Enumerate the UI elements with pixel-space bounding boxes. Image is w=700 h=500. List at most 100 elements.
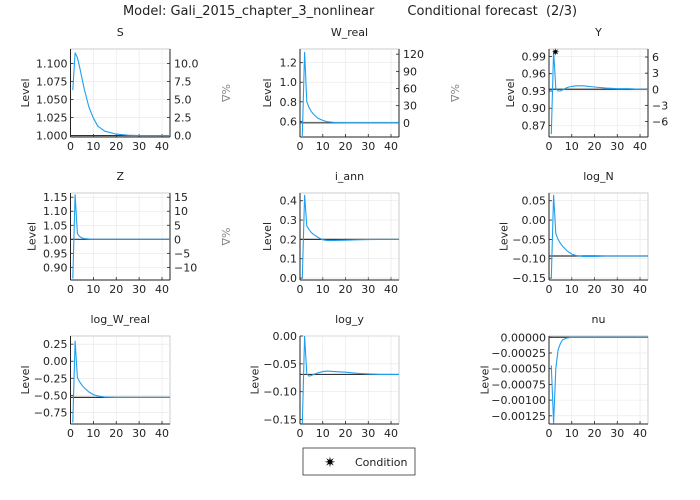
y-tick-label: −0.00125 [491,410,546,423]
x-tick-label: 0 [546,140,553,153]
x-tick-label: 20 [339,427,353,440]
condition-marker-star-icon: ✷ [551,48,559,59]
plot-area [548,335,649,425]
legend-label: Condition [355,456,408,469]
panel-log-w-real: 0 10 20 30 40 −0.75 −0.50 −0.25 0.00 0.25 log_W_re… [19,313,171,440]
y-tick-label: 0.00000 [501,331,547,344]
y-tick-label: 0.90 [43,261,68,274]
y-tick-label: −0.05 [512,233,546,246]
panel-title: i_ann [335,170,364,183]
x-tick-label: 0 [546,283,553,296]
right-axis-label: %Δ [219,228,232,246]
x-tick-label: 10 [316,283,330,296]
forecast-line [72,340,170,423]
panel-title: Z [116,170,124,183]
legend: ✷ Condition [302,447,416,476]
y-tick-label: 1.2 [280,57,298,70]
y-tick-label: 1.05 [43,219,68,232]
x-tick-label: 20 [588,140,602,153]
y-tick-label: −0.10 [512,253,546,266]
x-tick-label: 20 [588,283,602,296]
x-tick-label: 0 [297,427,304,440]
y-axis-label: Level [261,78,274,107]
right-tick-label: 2.5 [174,112,192,125]
y-tick-label: 0.0 [280,272,298,285]
y-axis-label: Level [479,365,492,394]
x-tick-label: 30 [361,427,375,440]
y-tick-label: 0.99 [522,50,547,63]
y-tick-label: 0.05 [522,195,547,208]
x-tick-label: 0 [297,140,304,153]
y-tick-label: 1.15 [43,191,68,204]
x-tick-label: 0 [67,427,74,440]
y-tick-label: −0.00025 [491,347,546,360]
panel-w-real: 0 10 20 30 40 0.6 0.8 1.0 1.2 0 30 60 90 120 %Δ W_real L… [261,26,461,153]
x-tick-label: 40 [155,140,169,153]
x-tick-label: 10 [86,427,100,440]
right-tick-label: 10 [174,205,188,218]
panel-title: Y [594,26,602,39]
x-tick-label: 30 [610,140,624,153]
forecast-line [550,336,648,424]
right-tick-label: 15 [174,191,188,204]
x-tick-label: 40 [384,140,398,153]
plot-area [70,335,171,425]
x-tick-label: 0 [67,140,74,153]
forecast-line [72,52,170,137]
y-tick-label: 0.8 [280,96,298,109]
y-tick-label: 1.0 [280,76,298,89]
y-tick-label: −0.00050 [491,363,546,376]
x-tick-label: 40 [384,283,398,296]
y-tick-label: 1.00 [43,233,68,246]
x-tick-label: 10 [86,140,100,153]
y-tick-label: 1.10 [43,205,68,218]
right-tick-label: −5 [174,247,190,260]
y-tick-label: −0.75 [34,406,68,419]
y-tick-label: −0.15 [263,414,297,427]
panel-title: log_N [583,170,614,183]
y-tick-label: −0.15 [512,272,546,285]
x-tick-label: 20 [109,140,123,153]
right-tick-label: 10.0 [174,57,199,70]
panel-log-n: 0 10 20 30 40 −0.15 −0.10 −0.05 0.00 0.05 log_N Lev… [498,170,649,296]
right-axis-label: %Δ [448,84,461,102]
x-tick-label: 20 [339,140,353,153]
x-tick-label: 30 [132,140,146,153]
y-tick-label: −0.50 [34,389,68,402]
x-tick-label: 10 [316,427,330,440]
panel-i-ann: 0 10 20 30 40 0.0 0.1 0.2 0.3 0.4 i_ann Level [261,170,400,296]
plot-area [299,335,400,425]
right-tick-label: 5.0 [174,93,192,106]
right-axis-label: %Δ [697,84,700,102]
x-tick-label: 10 [565,140,579,153]
y-tick-label: 0.90 [522,102,547,115]
x-tick-label: 30 [132,427,146,440]
x-tick-label: 10 [565,427,579,440]
y-tick-label: 1.000 [36,130,68,143]
right-tick-label: −10 [174,261,197,274]
panel-title: nu [592,313,606,326]
right-tick-label: 3 [652,67,659,80]
plot-area [548,192,649,281]
right-tick-label: 6 [652,51,659,64]
panel-title: log_y [335,313,364,326]
right-tick-label: 0 [652,83,659,96]
right-tick-label: 7.5 [174,75,192,88]
plot-area [70,192,171,281]
forecast-line [72,194,170,279]
x-tick-label: 10 [316,140,330,153]
right-tick-label: −6 [652,115,668,128]
panel-nu: 0 10 20 30 40 −0.00125 −0.00100 −0.00075 −0.0005… [479,313,649,440]
x-tick-label: 0 [546,427,553,440]
right-tick-label: 90 [403,65,417,78]
y-axis-label: Level [19,365,32,394]
y-axis-label: Level [19,78,32,107]
y-tick-label: 0.95 [43,247,68,260]
forecast-line [301,51,399,137]
right-tick-label: −3 [652,99,668,112]
figure-title: Model: Gali_2015_chapter_3_nonlinear Con… [123,4,577,19]
x-tick-label: 30 [361,140,375,153]
x-tick-label: 40 [155,283,169,296]
forecast-line [550,50,648,135]
panel-title: W_real [331,26,368,39]
